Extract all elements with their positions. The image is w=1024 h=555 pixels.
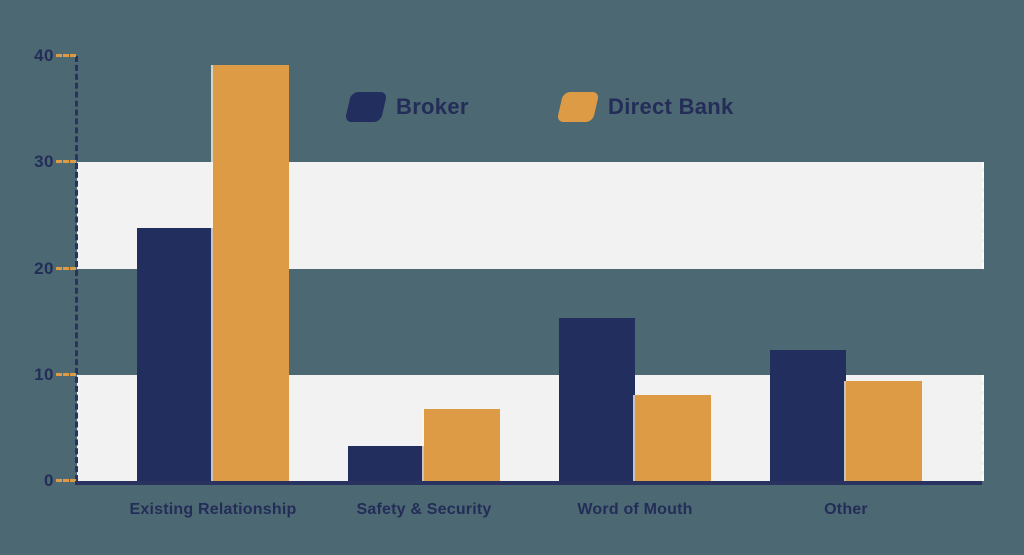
bar-direct-bank-word-of-mouth bbox=[635, 394, 711, 481]
bar-broker-other bbox=[770, 350, 846, 481]
y-axis-tick bbox=[56, 54, 76, 57]
bar-direct-bank-other bbox=[846, 381, 922, 481]
direct-bank-series-swatch bbox=[556, 92, 600, 122]
legend-item-broker: Broker bbox=[344, 92, 469, 122]
x-axis-label-other: Other bbox=[824, 501, 868, 518]
y-axis-tick-label: 30 bbox=[34, 152, 54, 172]
x-axis bbox=[75, 481, 982, 485]
bar-broker-safety-security bbox=[348, 445, 424, 481]
broker-series-label: Broker bbox=[396, 94, 469, 119]
broker-series-swatch bbox=[344, 92, 388, 122]
x-axis-label-word-of-mouth: Word of Mouth bbox=[577, 501, 693, 518]
bar-broker-existing-relationship bbox=[137, 228, 213, 481]
y-axis-tick-label: 10 bbox=[34, 364, 54, 384]
y-axis-tick-label: 0 bbox=[44, 471, 54, 490]
y-axis-tick-label: 40 bbox=[34, 46, 54, 65]
direct-bank-series-label: Direct Bank bbox=[608, 94, 734, 119]
y-axis-tick bbox=[56, 266, 76, 270]
y-axis-tick bbox=[56, 372, 76, 376]
bar-direct-bank-safety-security bbox=[424, 408, 500, 481]
legend-item-direct-bank: Direct Bank bbox=[556, 92, 734, 122]
bar-direct-bank-existing-relationship bbox=[213, 64, 289, 481]
x-axis-label-existing-relationship: Existing Relationship bbox=[129, 501, 297, 518]
y-axis-tick bbox=[56, 479, 76, 482]
y-axis bbox=[75, 56, 78, 481]
bar-broker-word-of-mouth bbox=[559, 318, 635, 481]
y-axis-tick-label: 20 bbox=[34, 258, 54, 278]
x-axis-label-safety-security: Safety & Security bbox=[356, 501, 492, 518]
y-axis-tick bbox=[56, 160, 76, 164]
